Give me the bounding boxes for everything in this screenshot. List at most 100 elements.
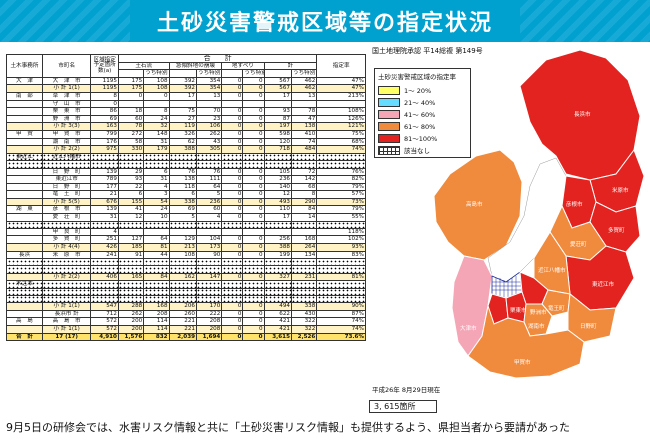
header-special: うち特別	[143, 69, 170, 78]
value-cell	[221, 99, 244, 109]
value-cell	[195, 294, 223, 304]
value-cell	[263, 99, 292, 109]
value-cell: 0	[242, 190, 265, 199]
value-cell: 108	[143, 76, 170, 86]
value-cell: 392	[168, 84, 197, 93]
value-cell: 262	[117, 309, 145, 319]
region-takashima[interactable]	[433, 149, 523, 261]
value-cell	[195, 265, 223, 274]
header-sum: 計	[263, 61, 318, 71]
office-cell	[6, 107, 43, 116]
value-cell	[221, 294, 244, 304]
label-hikone: 彦根市	[566, 200, 583, 208]
value-cell: 105	[263, 167, 292, 177]
value-cell: 0	[242, 213, 265, 222]
city-cell: 小 計 5(5)	[41, 197, 92, 207]
value-cell: 126%	[316, 114, 366, 124]
value-cell	[117, 265, 145, 274]
value-cell: 0	[90, 99, 119, 109]
value-cell: 21	[90, 190, 119, 199]
value-cell: 388	[263, 243, 292, 252]
label-higashiomi: 東近江市	[592, 280, 615, 288]
value-cell: 81	[143, 243, 170, 252]
table-row: 湖 東彦 根 市 139 41 24 69 60 0 0 110 84 79%	[6, 205, 366, 215]
subtotal-row: 小 計 3(3) 163 78 32 119 106 0 0 197 138 121%	[6, 122, 366, 131]
city-cell: 愛 荘 町	[41, 213, 92, 222]
city-cell: 小 計 4(4)	[41, 243, 92, 252]
value-cell: 17	[168, 91, 197, 101]
value-cell	[290, 258, 318, 267]
value-cell	[290, 160, 318, 169]
value-cell: 12	[263, 190, 292, 199]
value-cell: 14	[290, 213, 318, 222]
value-cell: 32	[143, 122, 170, 131]
value-cell: 0	[221, 84, 244, 93]
value-cell	[290, 152, 318, 162]
value-cell	[263, 258, 292, 267]
value-cell: 567	[263, 76, 292, 86]
value-cell	[117, 294, 145, 304]
value-cell: 47%	[316, 84, 366, 93]
value-cell: 326	[168, 129, 197, 139]
value-cell	[117, 160, 145, 169]
value-cell	[263, 287, 292, 296]
city-cell: 甲 良 町	[41, 227, 92, 237]
value-cell: 4,910	[90, 332, 119, 342]
office-cell	[6, 167, 43, 177]
region-koka[interactable]	[467, 304, 585, 379]
value-cell	[316, 294, 366, 304]
value-cell: 75%	[316, 129, 366, 139]
label-ritto: 栗東市	[510, 306, 527, 314]
value-cell: 0	[221, 129, 244, 139]
value-cell: 290	[290, 197, 318, 207]
value-cell: 789	[90, 175, 119, 184]
value-cell: 168	[143, 302, 170, 311]
value-cell: 142	[290, 175, 318, 184]
value-cell: 322	[290, 324, 318, 334]
value-cell: 0	[221, 107, 244, 116]
city-cell: 小 計 1(1)	[41, 84, 92, 93]
value-cell: 354	[195, 76, 223, 86]
city-cell: 多 賀 町	[41, 235, 92, 245]
value-cell: 222	[195, 309, 223, 319]
city-cell: 東近江市	[41, 175, 92, 184]
value-cell: 426	[90, 243, 119, 252]
value-cell	[195, 227, 223, 237]
subtotal-row: 小 計 1(1) 1195 175 108 392 354 0 0 567 462 47%	[6, 84, 366, 93]
office-cell	[6, 84, 43, 93]
shiga-map: 高島市 長浜市 米原市 彦根市 多賀町 愛荘町 東近江市 近江八幡市 大津市 野…	[433, 49, 645, 379]
label-takashima: 高島市	[466, 200, 483, 208]
value-cell: 64	[195, 182, 223, 192]
value-cell	[242, 294, 265, 304]
value-cell: 718	[263, 145, 292, 154]
value-cell: 27	[168, 114, 197, 124]
value-cell: 0	[221, 317, 244, 326]
value-cell	[221, 152, 244, 162]
table-row: 南 部草 津 市 8 0 0 17 13 0 0 17 13 213%	[6, 91, 366, 101]
value-cell: 54	[143, 197, 170, 207]
value-cell	[316, 280, 366, 289]
value-cell	[316, 287, 366, 296]
value-cell: 392	[168, 76, 197, 86]
region-ritto[interactable]	[505, 291, 527, 323]
office-cell: 長浜	[6, 250, 43, 260]
value-cell: 139	[90, 205, 119, 215]
value-cell: 0	[242, 197, 265, 207]
legend-title: 土砂災害警戒区域の指定率	[378, 73, 456, 81]
label-yasu: 野洲市	[530, 308, 547, 316]
value-cell	[242, 265, 265, 274]
value-cell: 29	[117, 167, 145, 177]
value-cell: 87	[263, 114, 292, 124]
city-cell: 草 津 市	[41, 91, 92, 101]
value-cell: 176	[90, 137, 119, 147]
value-cell: 5	[168, 213, 197, 222]
value-cell: 241	[90, 250, 119, 260]
value-cell	[263, 265, 292, 274]
value-cell	[90, 294, 119, 304]
value-cell: 79%	[316, 205, 366, 215]
value-cell	[117, 287, 145, 296]
subtotal-row: 小 計 2(2) 975 330 179 388 305 0 0 718 484 74%	[6, 145, 366, 154]
value-cell	[290, 227, 318, 237]
value-cell: 260	[168, 309, 197, 319]
date-note: 平成26年 8月29日現在	[372, 386, 441, 394]
